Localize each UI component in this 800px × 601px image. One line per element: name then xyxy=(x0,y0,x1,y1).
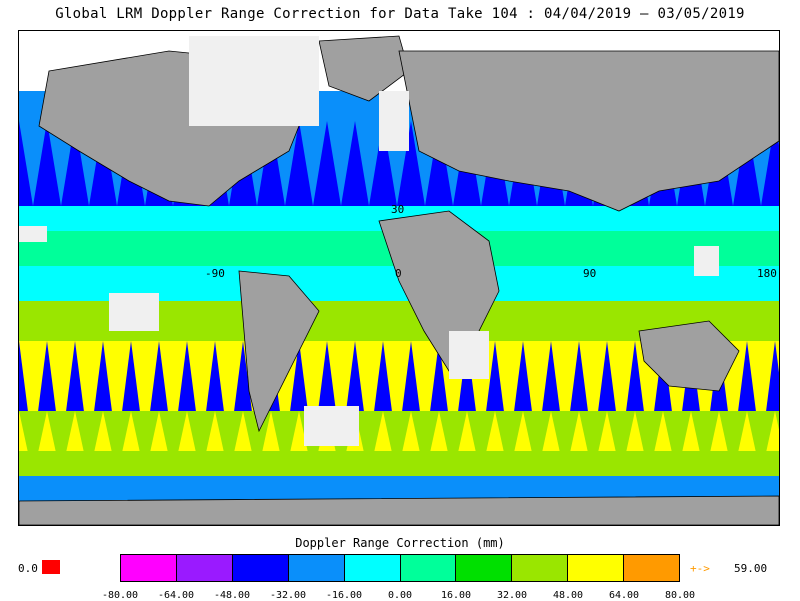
swath-south xyxy=(215,341,243,451)
swath-south-2 xyxy=(523,411,551,476)
swath-south-2 xyxy=(691,411,719,476)
lat-label-30: 30 xyxy=(391,203,405,216)
swath-north xyxy=(355,121,383,206)
swath-south xyxy=(411,341,439,451)
swath-south-2 xyxy=(551,411,579,476)
swath-south xyxy=(19,341,47,451)
swath-south xyxy=(607,341,635,451)
patch-3 xyxy=(694,246,719,276)
swath-south xyxy=(327,341,355,451)
colorbar-tick-1: -64.00 xyxy=(157,590,195,601)
swath-south-2 xyxy=(103,411,131,476)
colorbar-segment-5 xyxy=(400,555,457,581)
colorbar-tick-8: 48.00 xyxy=(552,590,584,601)
patch-4 xyxy=(449,331,489,379)
swath-south-2 xyxy=(467,411,495,476)
colorbar-tick-2: -48.00 xyxy=(213,590,251,601)
patch-1 xyxy=(109,293,159,331)
swath-south xyxy=(551,341,579,451)
swath-south-2 xyxy=(75,411,103,476)
landmass-antarctica xyxy=(19,495,779,525)
swath-south xyxy=(579,341,607,451)
swath-south-2 xyxy=(383,411,411,476)
swath-south-2 xyxy=(747,411,775,476)
swath-north xyxy=(19,121,47,206)
patch-5 xyxy=(304,406,359,446)
colorbar-title: Doppler Range Correction (mm) xyxy=(295,536,505,550)
max-value-arrow: +-> xyxy=(690,562,710,575)
swath-south-2 xyxy=(495,411,523,476)
swath-south-2 xyxy=(187,411,215,476)
null-value-label: 0.0 xyxy=(18,562,38,575)
swath-south-2 xyxy=(131,411,159,476)
colorbar-tick-7: 32.00 xyxy=(496,590,528,601)
lon-label-180: 180 xyxy=(757,267,777,280)
lon-label-0: 0 xyxy=(395,267,402,280)
swath-south-2 xyxy=(719,411,747,476)
swath-south-2 xyxy=(47,411,75,476)
colorbar-segment-9 xyxy=(624,555,680,581)
colorbar-tick-5: 0.00 xyxy=(387,590,413,601)
colorbar-segment-4 xyxy=(344,555,401,581)
swath-south xyxy=(355,341,383,451)
swath-south-2 xyxy=(607,411,635,476)
swath-south-2 xyxy=(439,411,467,476)
colorbar-segment-6 xyxy=(456,555,513,581)
colorbar-segment-8 xyxy=(568,555,625,581)
patch-6 xyxy=(189,36,319,126)
swath-south xyxy=(187,341,215,451)
swath-south-2 xyxy=(243,411,271,476)
swath-south-2 xyxy=(775,411,779,430)
swath-south-2 xyxy=(355,411,383,476)
swath-south xyxy=(747,341,775,451)
landmass-australia xyxy=(638,320,740,392)
colorbar-tick-0: -80.00 xyxy=(101,590,139,601)
swath-north xyxy=(299,121,327,206)
swath-south-2 xyxy=(19,411,47,476)
lon-label-minus-90: -90 xyxy=(205,267,225,280)
swath-south xyxy=(523,341,551,451)
swath-south xyxy=(75,341,103,451)
swath-south-2 xyxy=(215,411,243,476)
lon-label-90: 90 xyxy=(583,267,597,280)
landmass-eurasia xyxy=(398,50,779,212)
colorbar-tick-10: 80.00 xyxy=(664,590,696,601)
no-data-patches xyxy=(19,36,719,446)
colorbar-segment-0 xyxy=(121,555,177,581)
map-canvas xyxy=(19,35,779,525)
swath-south-2 xyxy=(411,411,439,476)
landmass-greenland xyxy=(318,35,410,102)
world-map: 30 -90 0 90 180 xyxy=(18,30,780,526)
swath-south-2 xyxy=(663,411,691,476)
swath-south xyxy=(47,341,75,451)
null-value-swatch xyxy=(42,560,60,574)
swath-south-2 xyxy=(579,411,607,476)
colorbar-segment-3 xyxy=(288,555,345,581)
landmass-south-america xyxy=(238,270,320,433)
colorbar-tick-4: -16.00 xyxy=(325,590,363,601)
colorbar-segment-7 xyxy=(512,555,569,581)
map-title: Global LRM Doppler Range Correction for … xyxy=(55,6,745,22)
colorbar-segment-2 xyxy=(232,555,289,581)
swath-north xyxy=(327,121,355,206)
colorbar xyxy=(120,554,680,582)
swath-south xyxy=(159,341,187,451)
swath-south xyxy=(495,341,523,451)
swath-south-2 xyxy=(271,411,299,476)
patch-2 xyxy=(19,226,47,242)
patch-7 xyxy=(379,91,409,151)
swath-south-2 xyxy=(635,411,663,476)
colorbar-tick-3: -32.00 xyxy=(269,590,307,601)
swath-south xyxy=(131,341,159,451)
swath-south-2 xyxy=(159,411,187,476)
swath-south xyxy=(383,341,411,451)
landmasses xyxy=(19,35,779,525)
swath-south xyxy=(775,341,779,373)
colorbar-segment-1 xyxy=(176,555,233,581)
max-value-label: 59.00 xyxy=(734,562,768,575)
swath-south xyxy=(299,341,327,451)
colorbar-tick-6: 16.00 xyxy=(440,590,472,601)
colorbar-tick-9: 64.00 xyxy=(608,590,640,601)
swath-south xyxy=(103,341,131,451)
